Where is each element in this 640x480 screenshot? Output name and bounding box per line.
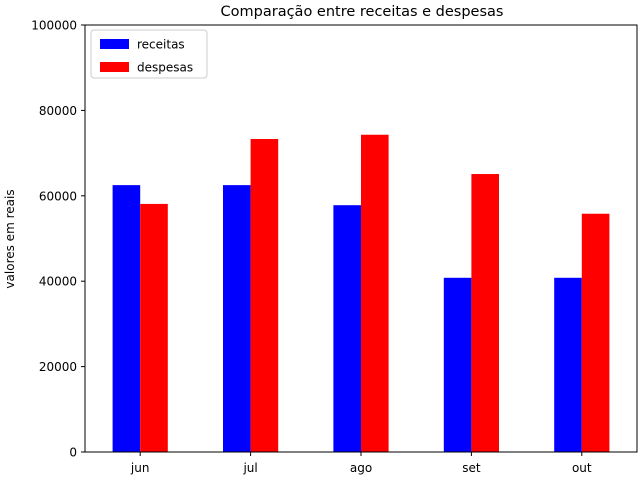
- chart-title: Comparação entre receitas e despesas: [221, 4, 504, 20]
- x-tick-label: jul: [242, 461, 257, 475]
- x-tick-label: ago: [350, 461, 372, 475]
- x-tick-label: jun: [130, 461, 150, 475]
- bar-receitas-jun: [112, 185, 141, 452]
- legend-swatch-receitas: [100, 39, 129, 49]
- bar-receitas-set: [443, 277, 472, 452]
- legend-swatch-despesas: [100, 62, 129, 72]
- y-tick-label: 60000: [39, 189, 77, 203]
- y-tick-label: 80000: [39, 104, 77, 118]
- x-tick-label: set: [462, 461, 481, 475]
- x-tick-label: out: [572, 461, 592, 475]
- bar-despesas-jun: [140, 203, 168, 452]
- bar-despesas-ago: [361, 134, 389, 452]
- bars-layer: [112, 134, 610, 452]
- x-axis: jun jul ago set out: [130, 452, 592, 475]
- bar-receitas-jul: [223, 185, 251, 452]
- legend-label-despesas: despesas: [137, 61, 193, 75]
- bar-despesas-set: [471, 174, 499, 452]
- bar-despesas-jul: [250, 139, 279, 452]
- legend-label-receitas: receitas: [137, 38, 185, 52]
- bar-receitas-ago: [333, 205, 361, 452]
- legend: receitas despesas: [90, 29, 208, 79]
- y-axis: 0 20000 40000 60000 80000 100000: [31, 19, 85, 460]
- bar-receitas-out: [554, 277, 582, 452]
- y-tick-label: 0: [69, 446, 77, 460]
- y-tick-label: 20000: [39, 360, 77, 374]
- y-tick-label: 100000: [31, 19, 77, 33]
- y-tick-label: 40000: [39, 275, 77, 289]
- y-axis-label: valores em reais: [3, 189, 17, 288]
- bar-despesas-out: [581, 213, 610, 452]
